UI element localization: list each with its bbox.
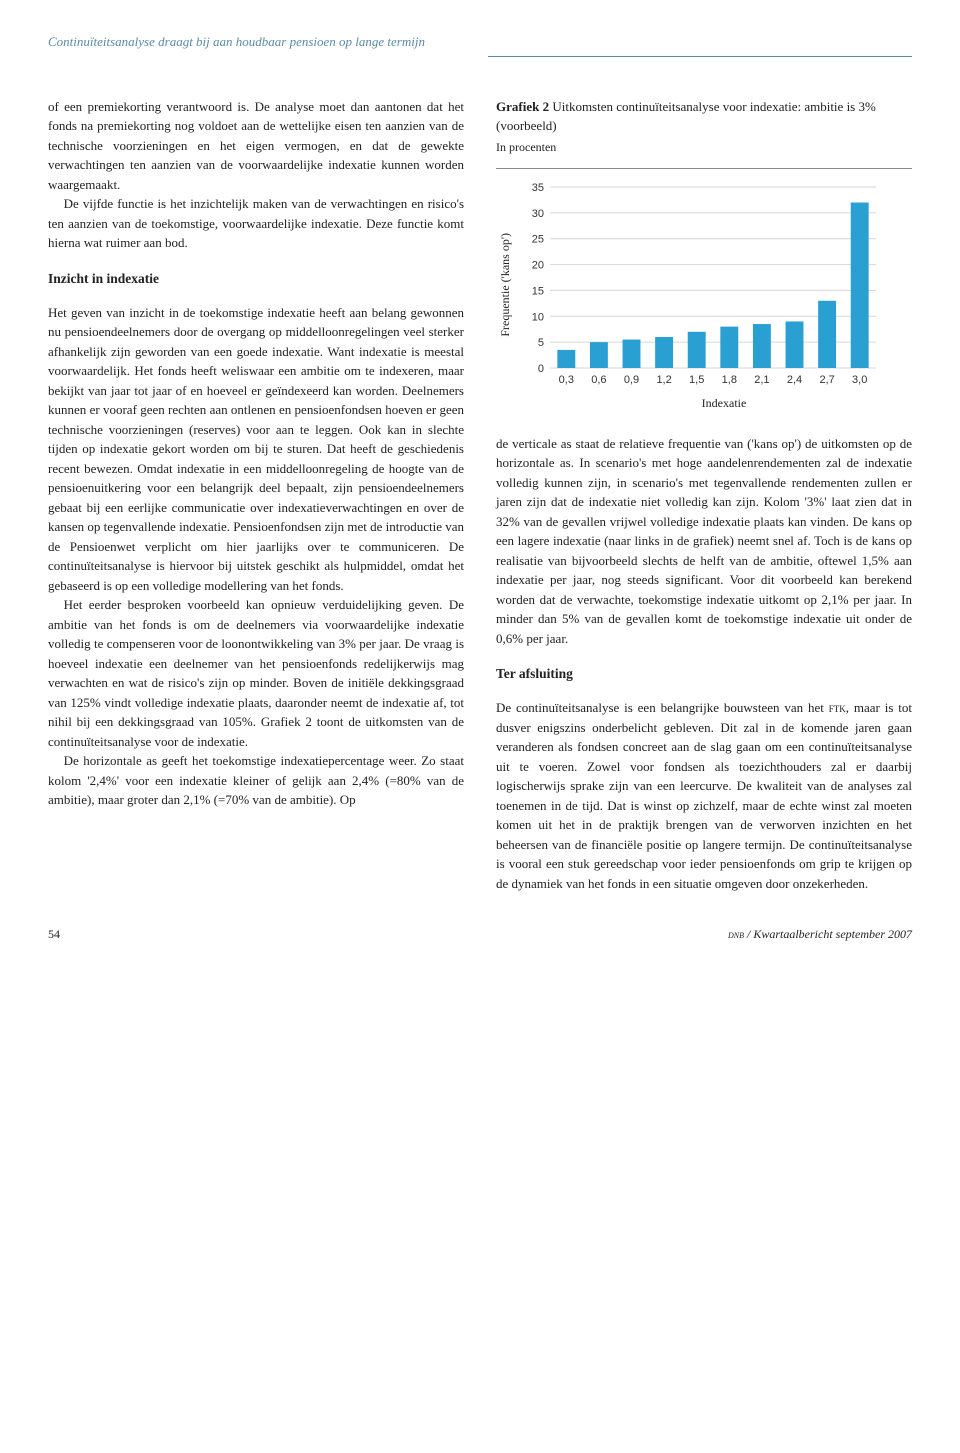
svg-text:0: 0 xyxy=(538,363,544,375)
svg-text:1,5: 1,5 xyxy=(689,374,704,386)
svg-text:0,9: 0,9 xyxy=(624,374,639,386)
body-paragraph: Het eerder besproken voorbeeld kan opnie… xyxy=(48,595,464,751)
svg-text:3,0: 3,0 xyxy=(852,374,867,386)
journal-text: / Kwartaalbericht september 2007 xyxy=(744,927,912,941)
svg-text:0,6: 0,6 xyxy=(591,374,606,386)
body-text: , maar is tot dusver enigszins onderbeli… xyxy=(496,700,912,891)
svg-text:0,3: 0,3 xyxy=(559,374,574,386)
svg-text:2,4: 2,4 xyxy=(787,374,802,386)
svg-text:25: 25 xyxy=(532,233,544,245)
svg-text:1,2: 1,2 xyxy=(656,374,671,386)
svg-text:15: 15 xyxy=(532,285,544,297)
chart-y-axis-label: Frequentie ('kans op') xyxy=(496,233,514,337)
running-header: Continuïteitsanalyse draagt bij aan houd… xyxy=(48,32,912,52)
svg-text:2,1: 2,1 xyxy=(754,374,769,386)
page-footer: 54 dnb / Kwartaalbericht september 2007 xyxy=(48,925,912,943)
svg-text:1,8: 1,8 xyxy=(722,374,737,386)
body-text: De continuïteitsanalyse is een belangrij… xyxy=(496,700,829,715)
section-heading: Ter afsluiting xyxy=(496,664,912,684)
journal-ref: dnb / Kwartaalbericht september 2007 xyxy=(728,925,912,943)
chart-title: Grafiek 2 Uitkomsten continuïteitsanalys… xyxy=(496,97,912,136)
body-paragraph: De vijfde functie is het inzichtelijk ma… xyxy=(48,194,464,253)
two-column-layout: of een premiekorting verantwoord is. De … xyxy=(48,97,912,894)
section-heading: Inzicht in indexatie xyxy=(48,269,464,289)
svg-text:5: 5 xyxy=(538,337,544,349)
body-paragraph: de verticale as staat de relatieve frequ… xyxy=(496,434,912,649)
body-paragraph: De continuïteitsanalyse is een belangrij… xyxy=(496,698,912,893)
right-column: Grafiek 2 Uitkomsten continuïteitsanalys… xyxy=(496,97,912,894)
body-paragraph: Het geven van inzicht in de toekomstige … xyxy=(48,303,464,596)
chart-title-text: Uitkomsten continuïteitsanalyse voor ind… xyxy=(496,99,876,134)
journal-abbr: dnb xyxy=(728,927,744,941)
chart-subtitle: In procenten xyxy=(496,138,912,156)
chart-wrap: Frequentie ('kans op') 0 5 10 15 20 25 30 35 0,3… xyxy=(496,183,912,388)
svg-text:30: 30 xyxy=(532,207,544,219)
svg-text:35: 35 xyxy=(532,183,544,194)
svg-text:10: 10 xyxy=(532,311,544,323)
left-column: of een premiekorting verantwoord is. De … xyxy=(48,97,464,894)
body-paragraph: De horizontale as geeft het toekomstige … xyxy=(48,751,464,810)
chart-block: Grafiek 2 Uitkomsten continuïteitsanalys… xyxy=(496,97,912,412)
chart-x-axis-label: Indexatie xyxy=(536,394,912,412)
header-rule xyxy=(488,56,912,57)
chart-rule xyxy=(496,168,912,169)
smallcaps-abbr: ftk xyxy=(829,700,846,715)
page-number: 54 xyxy=(48,925,60,943)
chart-title-number: Grafiek 2 xyxy=(496,99,549,114)
bar-chart: 0 5 10 15 20 25 30 35 0,3 0,6 0,9 1,2 1,5 1,8 2,1 2,4 2,… xyxy=(522,183,882,388)
svg-text:20: 20 xyxy=(532,259,544,271)
svg-text:2,7: 2,7 xyxy=(819,374,834,386)
body-paragraph: of een premiekorting verantwoord is. De … xyxy=(48,97,464,195)
